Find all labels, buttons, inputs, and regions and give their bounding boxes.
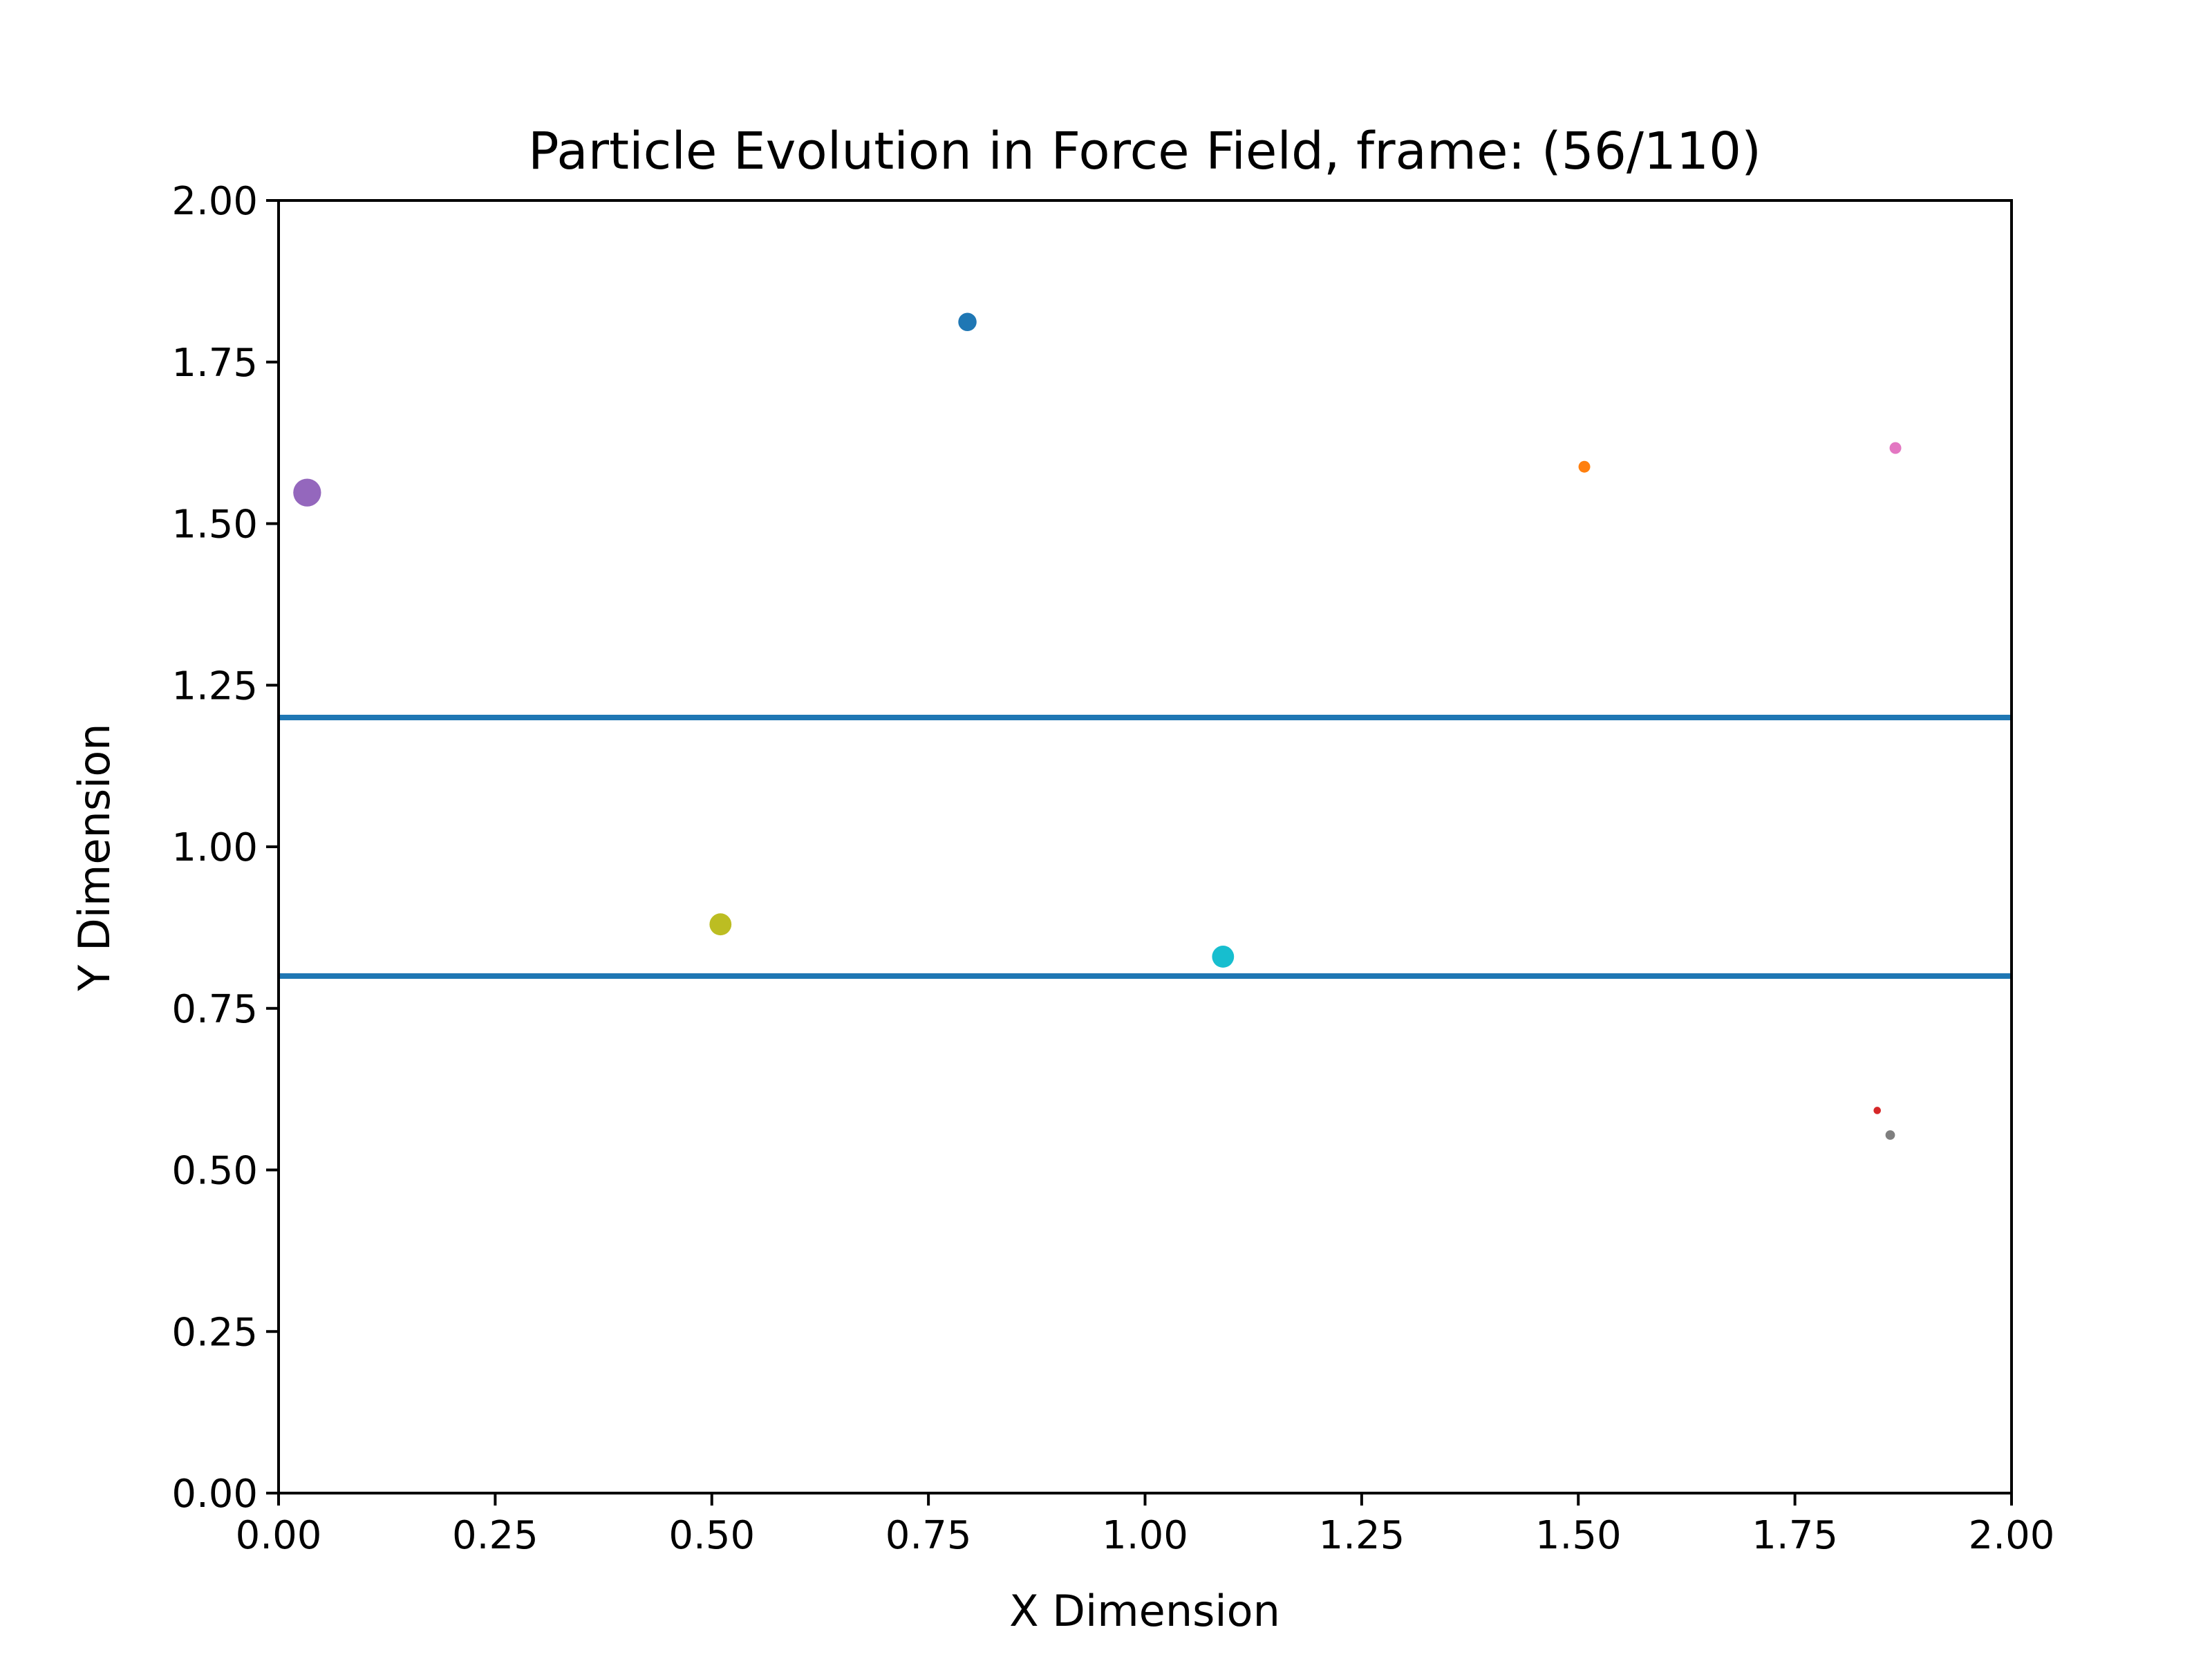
x-tick-label-6: 1.50: [1535, 1513, 1622, 1558]
y-tick-label-1: 0.25: [171, 1310, 258, 1355]
y-tick-label-2: 0.50: [171, 1149, 258, 1194]
particle-5: [1885, 1130, 1895, 1140]
y-tick-label-6: 1.50: [171, 503, 258, 547]
y-tick-label-0: 0.00: [171, 1472, 258, 1517]
x-tick-label-7: 1.75: [1752, 1513, 1838, 1558]
plot-area: 0.00 0.25 0.50 0.75 1.00 1.25 1.50 1.75 2.00 0.00…: [171, 179, 2054, 1558]
x-tick-label-0: 0.00: [236, 1513, 322, 1558]
y-tick-label-8: 2.00: [171, 179, 258, 224]
x-tick-label-1: 0.25: [452, 1513, 538, 1558]
particle-2: [1873, 1107, 1882, 1114]
y-tick-label-4: 1.00: [171, 825, 258, 870]
x-tick-label-2: 0.50: [668, 1513, 755, 1558]
y-axis-label: Y Dimension: [69, 723, 120, 991]
y-tick-label-3: 0.75: [171, 987, 258, 1032]
y-tick-label-7: 1.75: [171, 341, 258, 386]
particle-7: [1212, 946, 1235, 968]
y-tick-label-5: 1.25: [171, 664, 258, 709]
x-axis-label: X Dimension: [1009, 1586, 1280, 1636]
x-tick-label-4: 1.00: [1102, 1513, 1188, 1558]
particle-4: [1889, 442, 1902, 454]
x-tick-label-5: 1.25: [1319, 1513, 1405, 1558]
x-tick-label-3: 0.75: [885, 1513, 972, 1558]
chart-title: Particle Evolution in Force Field, frame…: [528, 122, 1761, 181]
particle-1: [1578, 460, 1591, 473]
particle-0: [958, 312, 977, 332]
x-tick-label-8: 2.00: [1969, 1513, 2055, 1558]
particle-6: [709, 913, 732, 936]
particle-3: [293, 478, 321, 507]
